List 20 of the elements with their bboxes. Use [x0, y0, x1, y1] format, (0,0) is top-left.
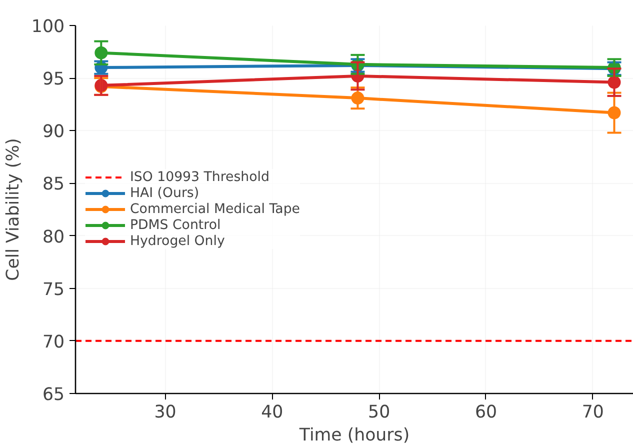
x-tick-label: 50: [368, 402, 390, 422]
y-tick-label: 90: [42, 122, 65, 142]
legend-label: HAI (Ours): [130, 185, 200, 201]
x-tick-label: 30: [154, 402, 176, 422]
y-tick-label: 70: [42, 332, 65, 352]
y-tick-label: 75: [42, 280, 65, 300]
y-tick-label: 65: [42, 385, 65, 405]
y-axis-title: Cell Viability (%): [3, 138, 24, 281]
legend-label: Hydrogel Only: [130, 233, 225, 249]
y-tick-label: 80: [42, 227, 65, 248]
x-tick-label: 70: [582, 402, 604, 422]
y-tick-label: 95: [42, 70, 65, 90]
y-tick-label: 100: [31, 17, 65, 37]
x-tick-label: 40: [261, 402, 284, 422]
x-tick-label: 60: [474, 402, 498, 422]
legend-label: PDMS Control: [130, 217, 221, 233]
y-tick-label: 85: [42, 174, 65, 195]
x-axis-title: Time (hours): [298, 426, 410, 446]
legend-label: ISO 10993 Threshold: [130, 169, 270, 185]
legend-label: Commercial Medical Tape: [130, 201, 300, 217]
